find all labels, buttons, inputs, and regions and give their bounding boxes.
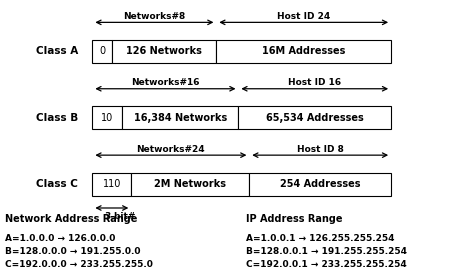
Text: Networks#8: Networks#8 (123, 12, 185, 21)
Text: A=1.0.0.1 → 126.255.255.254: A=1.0.0.1 → 126.255.255.254 (246, 234, 395, 243)
Bar (92, 40, 112, 63)
Text: IP Address Range: IP Address Range (246, 214, 343, 224)
Text: 65,534 Addresses: 65,534 Addresses (266, 113, 364, 123)
Text: Host ID 16: Host ID 16 (288, 78, 341, 88)
Text: A=1.0.0.0 → 126.0.0.0: A=1.0.0.0 → 126.0.0.0 (5, 234, 115, 243)
Text: Networks#16: Networks#16 (131, 78, 200, 88)
Bar (92, 173, 131, 196)
Bar (92, 107, 122, 130)
Text: 0: 0 (99, 47, 105, 56)
Bar (238, 107, 391, 130)
Text: B=128.0.0.1 → 191.255.255.254: B=128.0.0.1 → 191.255.255.254 (246, 247, 408, 256)
Text: 110: 110 (103, 179, 121, 189)
Text: Networks#24: Networks#24 (137, 145, 205, 154)
Text: Host ID 8: Host ID 8 (297, 145, 344, 154)
Text: 16,384 Networks: 16,384 Networks (134, 113, 227, 123)
Text: 254 Addresses: 254 Addresses (280, 179, 360, 189)
Bar (122, 107, 238, 130)
Bar (249, 173, 391, 196)
Text: C=192.0.0.1 → 233.255.255.254: C=192.0.0.1 → 233.255.255.254 (246, 260, 407, 269)
Bar (112, 40, 216, 63)
Text: B=128.0.0.0 → 191.255.0.0: B=128.0.0.0 → 191.255.0.0 (5, 247, 140, 256)
Text: Class A: Class A (36, 47, 78, 56)
Text: 3-bit#: 3-bit# (104, 212, 136, 221)
Text: Host ID 24: Host ID 24 (277, 12, 330, 21)
Text: 16M Addresses: 16M Addresses (262, 47, 346, 56)
Bar (131, 173, 249, 196)
Text: 10: 10 (101, 113, 113, 123)
Text: Network Address Range: Network Address Range (5, 214, 137, 224)
Text: 126 Networks: 126 Networks (126, 47, 202, 56)
Bar (216, 40, 391, 63)
Text: Class C: Class C (36, 179, 78, 189)
Text: 2M Networks: 2M Networks (154, 179, 226, 189)
Text: Class B: Class B (36, 113, 78, 123)
Text: C=192.0.0.0 → 233.255.255.0: C=192.0.0.0 → 233.255.255.0 (5, 260, 153, 269)
